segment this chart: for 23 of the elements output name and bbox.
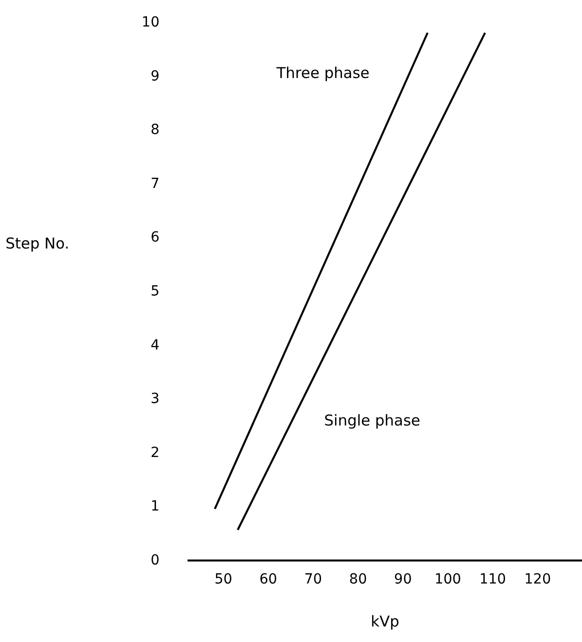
y-tick-label: 2 — [150, 444, 160, 461]
y-tick-label: 3 — [150, 391, 160, 408]
y-tick-label: 7 — [150, 176, 160, 192]
x-tick-label: 120 — [524, 572, 551, 588]
x-tick-label: 110 — [479, 572, 506, 588]
y-tick-label: 9 — [150, 68, 160, 84]
y-tick-label: 1 — [150, 498, 160, 515]
x-tick-label: 90 — [394, 572, 412, 588]
y-tick-label: 0 — [150, 552, 160, 568]
x-tick-label: 70 — [304, 572, 322, 588]
y-axis-title: Step No. — [6, 234, 70, 252]
series-label: Single phase — [324, 412, 420, 430]
y-tick-label: 4 — [150, 337, 160, 354]
x-tick-label: 60 — [259, 572, 278, 588]
y-tick-label: 8 — [150, 122, 160, 138]
x-axis-title: kVp — [370, 612, 400, 630]
y-tick-label: 5 — [150, 284, 160, 300]
text: Three phase — [276, 64, 370, 82]
y-tick-label: 10 — [142, 14, 160, 30]
x-tick-label: 50 — [214, 572, 232, 588]
y-tick-label: 6 — [150, 230, 160, 246]
x-tick-label: 100 — [434, 572, 462, 588]
x-tick-label: 80 — [349, 572, 367, 588]
